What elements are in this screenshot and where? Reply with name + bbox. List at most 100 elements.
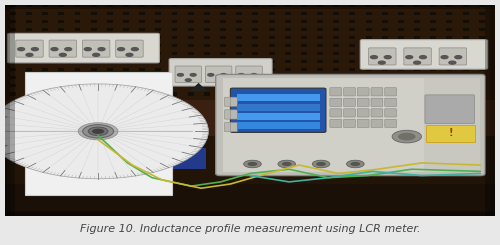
- Bar: [91, 76, 96, 79]
- Bar: [123, 44, 129, 48]
- Bar: [398, 92, 404, 96]
- Bar: [42, 92, 48, 96]
- Bar: [91, 44, 96, 48]
- Bar: [220, 44, 226, 48]
- Bar: [479, 60, 484, 63]
- FancyBboxPatch shape: [385, 119, 396, 128]
- Circle shape: [406, 56, 412, 59]
- Bar: [252, 20, 258, 24]
- Bar: [490, 5, 495, 216]
- Circle shape: [420, 56, 426, 59]
- Bar: [446, 92, 452, 96]
- Bar: [42, 28, 48, 31]
- Bar: [223, 78, 478, 172]
- Bar: [334, 4, 339, 7]
- Bar: [107, 84, 113, 87]
- Bar: [462, 44, 468, 48]
- Bar: [204, 12, 210, 15]
- Bar: [91, 52, 96, 55]
- Bar: [236, 4, 242, 7]
- Bar: [479, 36, 484, 39]
- FancyBboxPatch shape: [371, 88, 383, 96]
- Circle shape: [384, 56, 391, 59]
- Circle shape: [378, 61, 385, 64]
- Circle shape: [248, 162, 258, 166]
- Bar: [285, 76, 290, 79]
- Bar: [382, 60, 388, 63]
- Bar: [140, 4, 145, 7]
- Bar: [414, 60, 420, 63]
- Bar: [462, 92, 468, 96]
- Bar: [285, 4, 290, 7]
- Bar: [446, 52, 452, 55]
- Bar: [107, 92, 113, 96]
- Bar: [317, 20, 323, 24]
- Bar: [398, 60, 404, 63]
- Bar: [334, 60, 339, 63]
- Bar: [334, 44, 339, 48]
- FancyBboxPatch shape: [425, 95, 474, 123]
- Bar: [42, 20, 48, 24]
- Bar: [301, 4, 307, 7]
- Bar: [74, 52, 80, 55]
- Bar: [382, 28, 388, 31]
- FancyBboxPatch shape: [224, 110, 232, 119]
- Bar: [430, 4, 436, 7]
- Bar: [188, 68, 194, 72]
- Bar: [74, 84, 80, 87]
- Bar: [285, 68, 290, 72]
- Bar: [172, 4, 177, 7]
- Bar: [285, 36, 290, 39]
- Bar: [430, 36, 436, 39]
- Bar: [107, 68, 113, 72]
- Bar: [334, 12, 339, 15]
- Bar: [446, 36, 452, 39]
- Bar: [446, 44, 452, 48]
- FancyBboxPatch shape: [385, 88, 396, 96]
- Bar: [301, 28, 307, 31]
- FancyBboxPatch shape: [344, 98, 355, 107]
- Bar: [350, 4, 356, 7]
- Bar: [107, 52, 113, 55]
- Bar: [204, 44, 210, 48]
- Bar: [446, 84, 452, 87]
- Bar: [74, 68, 80, 72]
- Bar: [430, 12, 436, 15]
- Bar: [398, 36, 404, 39]
- Bar: [268, 52, 274, 55]
- Bar: [204, 60, 210, 63]
- Bar: [350, 68, 356, 72]
- Bar: [5, 135, 495, 216]
- Bar: [156, 76, 162, 79]
- Bar: [220, 84, 226, 87]
- Bar: [172, 76, 177, 79]
- Bar: [237, 103, 320, 111]
- Bar: [10, 44, 16, 48]
- Bar: [237, 94, 320, 101]
- Bar: [317, 28, 323, 31]
- Bar: [220, 52, 226, 55]
- Circle shape: [78, 123, 118, 140]
- Bar: [220, 76, 226, 79]
- Bar: [398, 4, 404, 7]
- Bar: [430, 20, 436, 24]
- Bar: [5, 211, 495, 216]
- Bar: [172, 68, 177, 72]
- Bar: [123, 20, 129, 24]
- Circle shape: [118, 48, 124, 51]
- Bar: [188, 84, 194, 87]
- Bar: [366, 28, 372, 31]
- Bar: [350, 20, 356, 24]
- Circle shape: [449, 61, 456, 64]
- Circle shape: [190, 74, 196, 76]
- Bar: [252, 28, 258, 31]
- FancyBboxPatch shape: [368, 48, 396, 65]
- Bar: [42, 44, 48, 48]
- Bar: [301, 12, 307, 15]
- Bar: [236, 52, 242, 55]
- Bar: [382, 68, 388, 72]
- Bar: [334, 28, 339, 31]
- FancyBboxPatch shape: [216, 74, 485, 176]
- Bar: [317, 44, 323, 48]
- FancyBboxPatch shape: [371, 98, 383, 107]
